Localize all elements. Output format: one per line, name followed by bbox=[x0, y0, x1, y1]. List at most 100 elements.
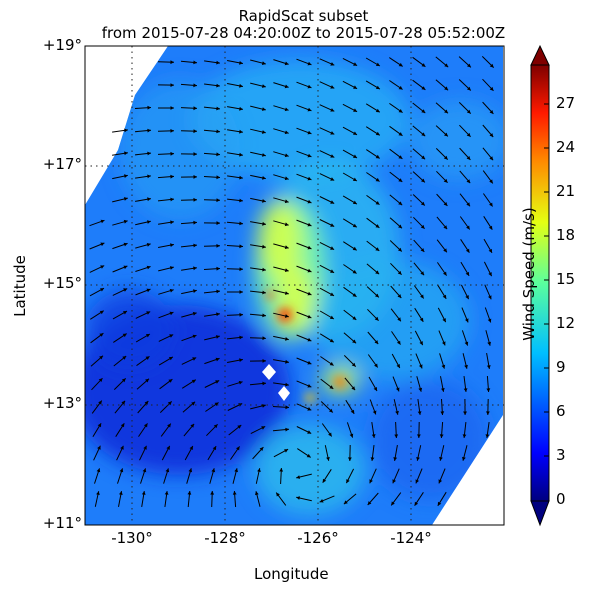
wind-arrow-head bbox=[296, 475, 301, 479]
wind-arrow-head bbox=[239, 312, 243, 317]
wind-arrow-head bbox=[398, 155, 403, 159]
wind-arrow-head bbox=[239, 358, 243, 362]
wind-arrow-head bbox=[375, 85, 380, 90]
wind-arrow-head bbox=[234, 468, 238, 473]
wind-arrow-head bbox=[122, 356, 127, 360]
wind-arrow-head bbox=[374, 340, 379, 344]
wind-arrow-head bbox=[307, 199, 312, 204]
wind-arrow-head bbox=[372, 410, 377, 415]
wind-arrow-head bbox=[397, 317, 401, 322]
wind-arrow-head bbox=[169, 266, 174, 270]
wind-arrow-head bbox=[97, 423, 102, 428]
wind-arrow-head bbox=[284, 130, 289, 135]
wind-arrow-head bbox=[216, 83, 220, 88]
wind-arrow-head bbox=[467, 86, 471, 91]
wind-arrow-head bbox=[352, 223, 357, 228]
wind-arrow-head bbox=[307, 337, 312, 342]
colorbar-extend-bottom bbox=[530, 500, 550, 527]
wind-arrow-head bbox=[99, 310, 104, 315]
wind-arrow-head bbox=[216, 266, 220, 271]
plot-frame bbox=[84, 45, 505, 526]
wind-arrow-head bbox=[259, 447, 264, 451]
wind-arrow-head bbox=[124, 151, 128, 156]
wind-arrow-head bbox=[284, 176, 289, 181]
wind-arrow-head bbox=[97, 445, 101, 450]
wind-arrow-head bbox=[99, 355, 103, 360]
wind-arrow-head bbox=[353, 85, 358, 89]
wind-arrow-head bbox=[440, 411, 445, 415]
wind-arrow-head bbox=[187, 491, 192, 495]
wind-arrow-head bbox=[393, 457, 398, 461]
wind-arrow-head bbox=[352, 246, 357, 251]
wind-arrow-head bbox=[348, 457, 352, 461]
wind-arrow-head bbox=[307, 61, 312, 66]
ytick-label: +19° bbox=[42, 36, 82, 54]
wind-arrow-head bbox=[439, 456, 443, 461]
wind-arrow-head bbox=[421, 155, 426, 160]
wind-arrow-head bbox=[284, 61, 289, 66]
wind-arrow-head bbox=[147, 105, 151, 110]
colorbar bbox=[531, 65, 549, 501]
wind-arrow-head bbox=[193, 266, 197, 271]
wind-arrow-head bbox=[142, 468, 147, 473]
wind-arrow-head bbox=[467, 63, 471, 68]
wind-arrow-head bbox=[322, 478, 327, 483]
wind-vectors bbox=[89, 56, 495, 508]
wind-arrow-head bbox=[192, 334, 197, 339]
wind-arrow-head bbox=[396, 364, 400, 368]
wind-arrow-head bbox=[330, 177, 335, 181]
wind-arrow-head bbox=[489, 202, 493, 207]
wind-arrow-head bbox=[147, 151, 151, 156]
wind-arrow-head bbox=[285, 427, 289, 432]
wind-arrow-head bbox=[212, 446, 217, 451]
xtick-label: -128° bbox=[204, 529, 246, 547]
wind-arrow-head bbox=[438, 479, 443, 484]
wind-arrow-head bbox=[124, 128, 128, 133]
wind-arrow-head bbox=[420, 224, 425, 229]
wind-arrow-head bbox=[124, 174, 128, 178]
wind-arrow-head bbox=[353, 108, 358, 112]
colorbar-tick-label: 18 bbox=[556, 226, 576, 244]
wind-arrow-head bbox=[375, 224, 380, 228]
wind-arrow-head bbox=[329, 338, 334, 343]
wind-arrow-head bbox=[306, 453, 311, 458]
wind-arrow-head bbox=[437, 501, 442, 506]
wind-arrow-head bbox=[330, 200, 335, 204]
wind-arrow-head bbox=[397, 294, 402, 298]
wind-arrow-head bbox=[489, 156, 494, 161]
wind-arrow-head bbox=[284, 245, 289, 249]
wind-arrow-head bbox=[261, 404, 266, 408]
wind-arrow-head bbox=[121, 400, 126, 405]
wind-arrow-head bbox=[216, 60, 220, 65]
wind-arrow-head bbox=[330, 246, 335, 250]
wind-arrow-head bbox=[462, 456, 466, 461]
wind-arrow-head bbox=[307, 222, 312, 227]
ytick-label: +15° bbox=[42, 274, 82, 292]
wind-arrow-head bbox=[262, 313, 266, 318]
wind-arrow-head bbox=[329, 361, 334, 366]
wind-arrow-head bbox=[279, 468, 284, 472]
wind-arrow-head bbox=[329, 408, 333, 413]
wind-arrow-head bbox=[210, 491, 215, 495]
wind-arrow-head bbox=[398, 201, 403, 206]
wind-arrow-head bbox=[166, 445, 170, 450]
wind-arrow-head bbox=[99, 333, 104, 337]
wind-arrow-head bbox=[146, 243, 151, 247]
wind-arrow-head bbox=[464, 364, 468, 369]
wind-arrow-head bbox=[466, 179, 471, 184]
wind-arrow-head bbox=[307, 176, 312, 181]
wind-arrow-head bbox=[352, 269, 357, 274]
wind-arrow-head bbox=[442, 294, 447, 299]
wind-arrow-head bbox=[441, 364, 446, 369]
colorbar-tick-label: 27 bbox=[556, 94, 576, 112]
wind-arrow-head bbox=[463, 388, 468, 392]
wind-arrow-head bbox=[285, 359, 289, 364]
wind-arrow-head bbox=[193, 243, 197, 248]
wind-arrow-head bbox=[420, 201, 425, 206]
wind-arrow-head bbox=[329, 315, 334, 319]
wind-arrow-head bbox=[463, 411, 467, 415]
wind-arrow-head bbox=[307, 384, 312, 388]
wind-arrow-head bbox=[487, 341, 491, 346]
wind-arrow-head bbox=[351, 386, 356, 391]
